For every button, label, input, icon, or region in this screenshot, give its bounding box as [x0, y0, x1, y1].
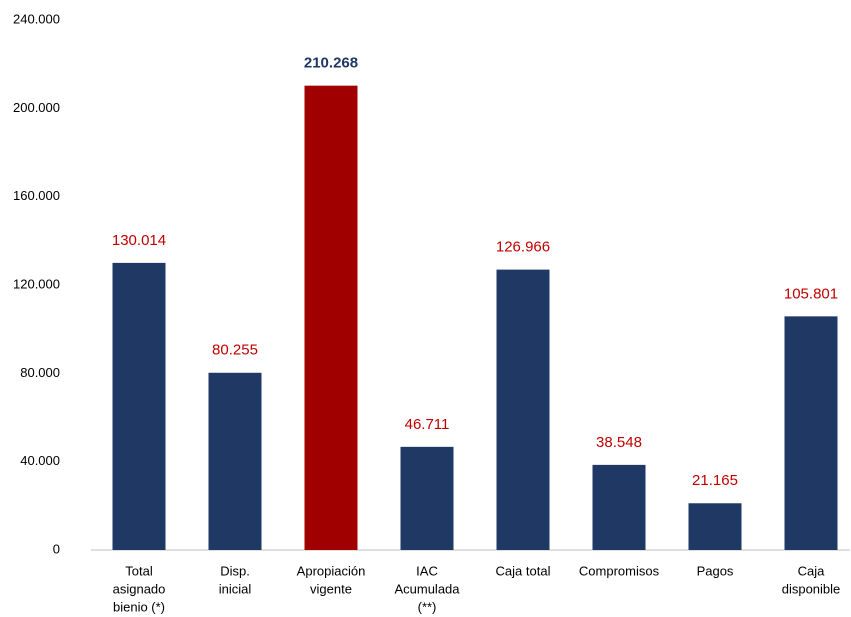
value-label: 126.966	[496, 239, 550, 256]
x-tick-label: (**)	[418, 599, 437, 614]
bar	[112, 262, 166, 550]
x-tick-label: disponible	[782, 581, 841, 596]
x-tick-label: vigente	[310, 581, 352, 596]
bar	[592, 464, 646, 550]
bar	[688, 503, 742, 550]
value-label: 210.268	[304, 55, 358, 72]
bar	[400, 446, 454, 550]
value-label: 80.255	[212, 342, 258, 359]
y-tick-label: 80.000	[20, 365, 60, 380]
bar	[304, 85, 358, 550]
bar	[496, 269, 550, 550]
x-tick-label: asignado	[113, 581, 166, 596]
x-tick-label: Disp.	[220, 563, 250, 578]
bar	[784, 316, 838, 550]
y-tick-label: 160.000	[13, 188, 60, 203]
y-tick-label: 0	[53, 541, 60, 556]
y-tick-label: 200.000	[13, 100, 60, 115]
x-tick-label: Apropiación	[297, 563, 366, 578]
x-tick-label: Caja	[798, 563, 826, 578]
y-tick-label: 40.000	[20, 453, 60, 468]
value-label: 46.711	[405, 416, 450, 433]
x-tick-label: inicial	[219, 581, 252, 596]
x-tick-label: Pagos	[697, 563, 734, 578]
x-tick-label: bienio (*)	[113, 599, 165, 614]
x-tick-label: Total	[125, 563, 153, 578]
y-tick-label: 120.000	[13, 276, 60, 291]
x-tick-label: Caja total	[496, 563, 551, 578]
x-tick-label: Compromisos	[579, 563, 660, 578]
x-tick-label: IAC	[416, 563, 438, 578]
y-tick-label: 240.000	[13, 11, 60, 26]
bar	[208, 372, 262, 550]
value-label: 130.014	[112, 232, 166, 249]
value-label: 105.801	[784, 285, 838, 302]
x-tick-label: Acumulada	[394, 581, 460, 596]
value-label: 38.548	[596, 434, 642, 451]
value-label: 21.165	[692, 472, 738, 489]
